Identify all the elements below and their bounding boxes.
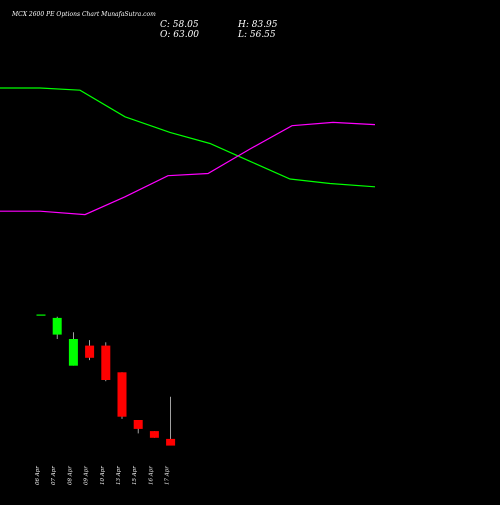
candle-body xyxy=(68,339,78,366)
candle-body xyxy=(36,314,46,316)
x-tick-label: 15 Apr xyxy=(132,466,138,485)
x-tick-label: 07 Apr xyxy=(51,466,57,485)
x-tick-label: 16 Apr xyxy=(148,466,154,485)
candle-body xyxy=(85,345,95,358)
candle-body xyxy=(133,420,143,429)
candle-body xyxy=(166,438,176,446)
indicator-lines xyxy=(0,87,376,216)
upper-indicator-line xyxy=(0,87,376,188)
candle-body xyxy=(117,372,127,417)
candle xyxy=(85,340,95,361)
candle xyxy=(36,314,46,316)
candle xyxy=(133,420,143,434)
candle xyxy=(101,342,111,382)
open-readout: O: 63.00 xyxy=(160,30,199,40)
x-tick-label: 08 Apr xyxy=(67,466,73,485)
x-tick-label: 09 Apr xyxy=(84,466,90,485)
x-tick-label: 13 Apr xyxy=(116,466,122,485)
candle-body xyxy=(101,345,111,380)
x-tick-label: 10 Apr xyxy=(100,466,106,485)
candle xyxy=(117,372,127,419)
candle xyxy=(68,332,78,366)
candles xyxy=(36,314,176,446)
candle xyxy=(149,431,159,438)
low-readout: L: 56.55 xyxy=(237,30,276,40)
high-readout: H: 83.95 xyxy=(237,20,278,30)
x-axis-ticks: 06 Apr 07 Apr 08 Apr 09 Apr 10 Apr 13 Apr 15 A… xyxy=(35,466,171,485)
x-tick-label: 17 Apr xyxy=(165,466,171,485)
x-tick-label: 06 Apr xyxy=(35,466,41,485)
candle xyxy=(52,316,62,339)
chart-title: MCX 2600 PE Options Chart MunafaSutra.co… xyxy=(11,11,156,18)
candle-body xyxy=(52,317,62,335)
lower-indicator-line xyxy=(0,121,376,216)
candle xyxy=(166,396,176,446)
close-readout: C: 58.05 xyxy=(160,20,199,30)
candle-body xyxy=(149,431,159,438)
